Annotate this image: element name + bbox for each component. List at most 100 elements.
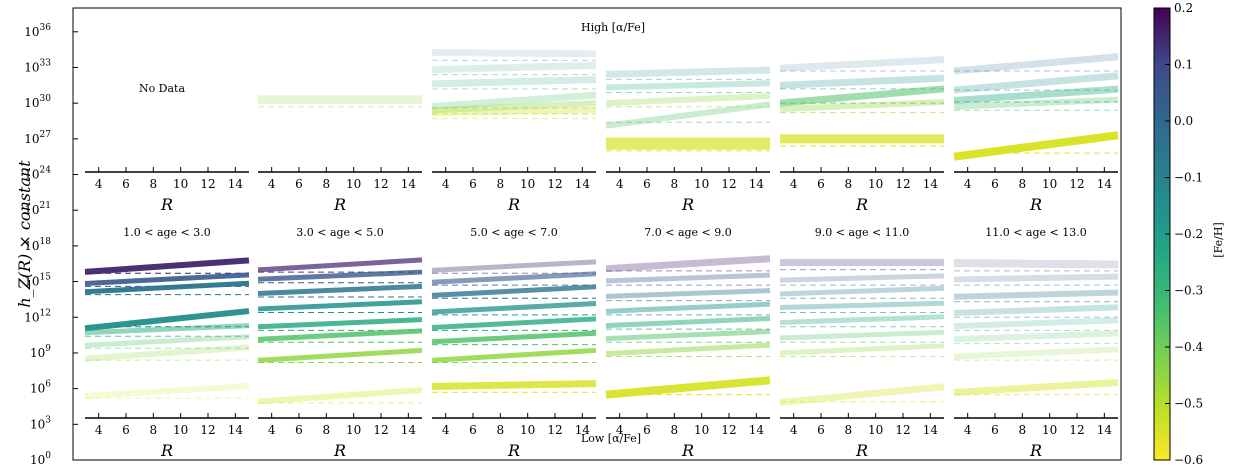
x-tick-label: 12 <box>547 423 562 437</box>
y-tick-label: 109 <box>30 344 51 360</box>
x-tick-label: 8 <box>845 423 853 437</box>
high-alpha-row-label: High [α/Fe] <box>581 21 645 34</box>
x-axis-label: R <box>333 441 346 460</box>
x-tick-label: 14 <box>923 423 939 437</box>
series-band <box>257 347 423 363</box>
series-band <box>257 299 423 312</box>
x-tick-label: 8 <box>150 177 158 191</box>
x-tick-label: 10 <box>173 423 188 437</box>
series-band <box>431 107 597 116</box>
x-tick-label: 8 <box>323 177 331 191</box>
series-band <box>953 85 1119 105</box>
x-tick-label: 8 <box>323 423 331 437</box>
series-band <box>605 329 771 342</box>
series-band <box>953 317 1119 330</box>
series-band <box>84 257 250 275</box>
x-tick-label: 10 <box>1042 423 1057 437</box>
x-axis-label: R <box>160 441 173 460</box>
x-tick-label: 12 <box>547 177 562 191</box>
no-data-label: No Data <box>139 82 186 95</box>
series-band <box>84 280 250 295</box>
x-tick-label: 12 <box>721 423 736 437</box>
series-band <box>257 269 423 282</box>
series-band <box>431 347 597 363</box>
x-tick-label: 6 <box>991 177 999 191</box>
colorbar-tick-label: −0.3 <box>1174 284 1203 298</box>
colorbar-ticks: 0.2 0.1 0.0 −0.1 −0.2 −0.3 −0.4 −0.5 −0.6 <box>1165 1 1204 467</box>
series-band <box>605 342 771 357</box>
x-tick-label: 14 <box>575 423 591 437</box>
x-tick-label: 4 <box>95 423 103 437</box>
series-band <box>779 285 945 297</box>
x-tick-label: 14 <box>1097 423 1113 437</box>
x-tick-label: 14 <box>749 423 765 437</box>
series-band <box>953 72 1119 94</box>
panel-low-5: 4 6 8 10 12 14 R 9.0 < age < 11.0 <box>779 226 945 460</box>
x-tick-label: 14 <box>923 177 939 191</box>
x-tick-label: 8 <box>845 177 853 191</box>
x-tick-label: 6 <box>991 423 999 437</box>
series-band <box>779 343 945 356</box>
colorbar-tick-label: −0.6 <box>1174 453 1203 467</box>
series-band <box>257 283 423 296</box>
panel-high-6: 4 6 8 10 12 14 R <box>953 53 1119 214</box>
series-band <box>779 300 945 311</box>
series-band <box>953 96 1119 110</box>
series-band <box>84 383 250 400</box>
x-tick-label: 6 <box>295 177 303 191</box>
x-tick-label: 10 <box>520 177 535 191</box>
x-tick-label: 14 <box>228 423 244 437</box>
x-tick-label: 12 <box>1069 423 1084 437</box>
x-tick-label: 8 <box>497 423 505 437</box>
series-band <box>779 383 945 406</box>
x-tick-label: 14 <box>749 177 765 191</box>
panel-low-6: 4 6 8 10 12 14 R 11.0 < age < 13.0 <box>953 226 1119 460</box>
x-tick-label: 4 <box>616 177 624 191</box>
x-tick-label: 8 <box>671 177 679 191</box>
series-band <box>431 61 597 74</box>
x-tick-label: 10 <box>694 423 709 437</box>
x-tick-label: 6 <box>122 177 130 191</box>
series-band <box>605 272 771 284</box>
colorbar-tick-label: 0.0 <box>1174 114 1193 128</box>
x-tick-label: 6 <box>817 423 825 437</box>
y-tick-label: 103 <box>30 415 51 431</box>
x-axis-label: R <box>681 441 694 460</box>
panel-title: 11.0 < age < 13.0 <box>985 226 1087 239</box>
x-tick-label: 8 <box>1019 177 1027 191</box>
colorbar-tick-label: −0.1 <box>1174 171 1203 185</box>
x-axis-label: R <box>507 195 520 214</box>
series-band <box>431 271 597 285</box>
series-band <box>779 74 945 89</box>
series-band <box>779 314 945 325</box>
x-axis-label: R <box>160 195 173 214</box>
series-band <box>605 101 771 129</box>
series-band <box>779 56 945 72</box>
series-band <box>953 53 1119 75</box>
x-tick-label: 4 <box>442 423 450 437</box>
x-tick-label: 8 <box>671 423 679 437</box>
x-tick-label: 6 <box>643 423 651 437</box>
y-tick-label: 1027 <box>24 130 51 146</box>
y-tick-label: 1012 <box>24 308 51 324</box>
colorbar-tick-label: −0.5 <box>1174 397 1203 411</box>
x-tick-label: 12 <box>373 177 388 191</box>
panel-title: 7.0 < age < 9.0 <box>644 226 732 239</box>
colorbar-tick-label: −0.4 <box>1174 340 1204 354</box>
series-band <box>84 334 250 348</box>
series-band <box>605 255 771 273</box>
x-tick-label: 8 <box>497 177 505 191</box>
x-tick-label: 6 <box>122 423 130 437</box>
x-axis-label: R <box>333 195 346 214</box>
x-tick-label: 6 <box>643 177 651 191</box>
x-tick-label: 12 <box>200 177 215 191</box>
x-tick-label: 10 <box>520 423 535 437</box>
x-tick-label: 8 <box>150 423 158 437</box>
y-tick-label: 1030 <box>24 94 51 110</box>
x-tick-label: 6 <box>469 177 477 191</box>
panel-high-1: 4 6 8 10 12 14 R No Data <box>85 82 249 214</box>
panel-low-3: 4 6 8 10 12 14 R 5.0 < age < 7.0 <box>431 226 597 460</box>
x-tick-label: 4 <box>268 177 276 191</box>
x-tick-label: 14 <box>1097 177 1113 191</box>
